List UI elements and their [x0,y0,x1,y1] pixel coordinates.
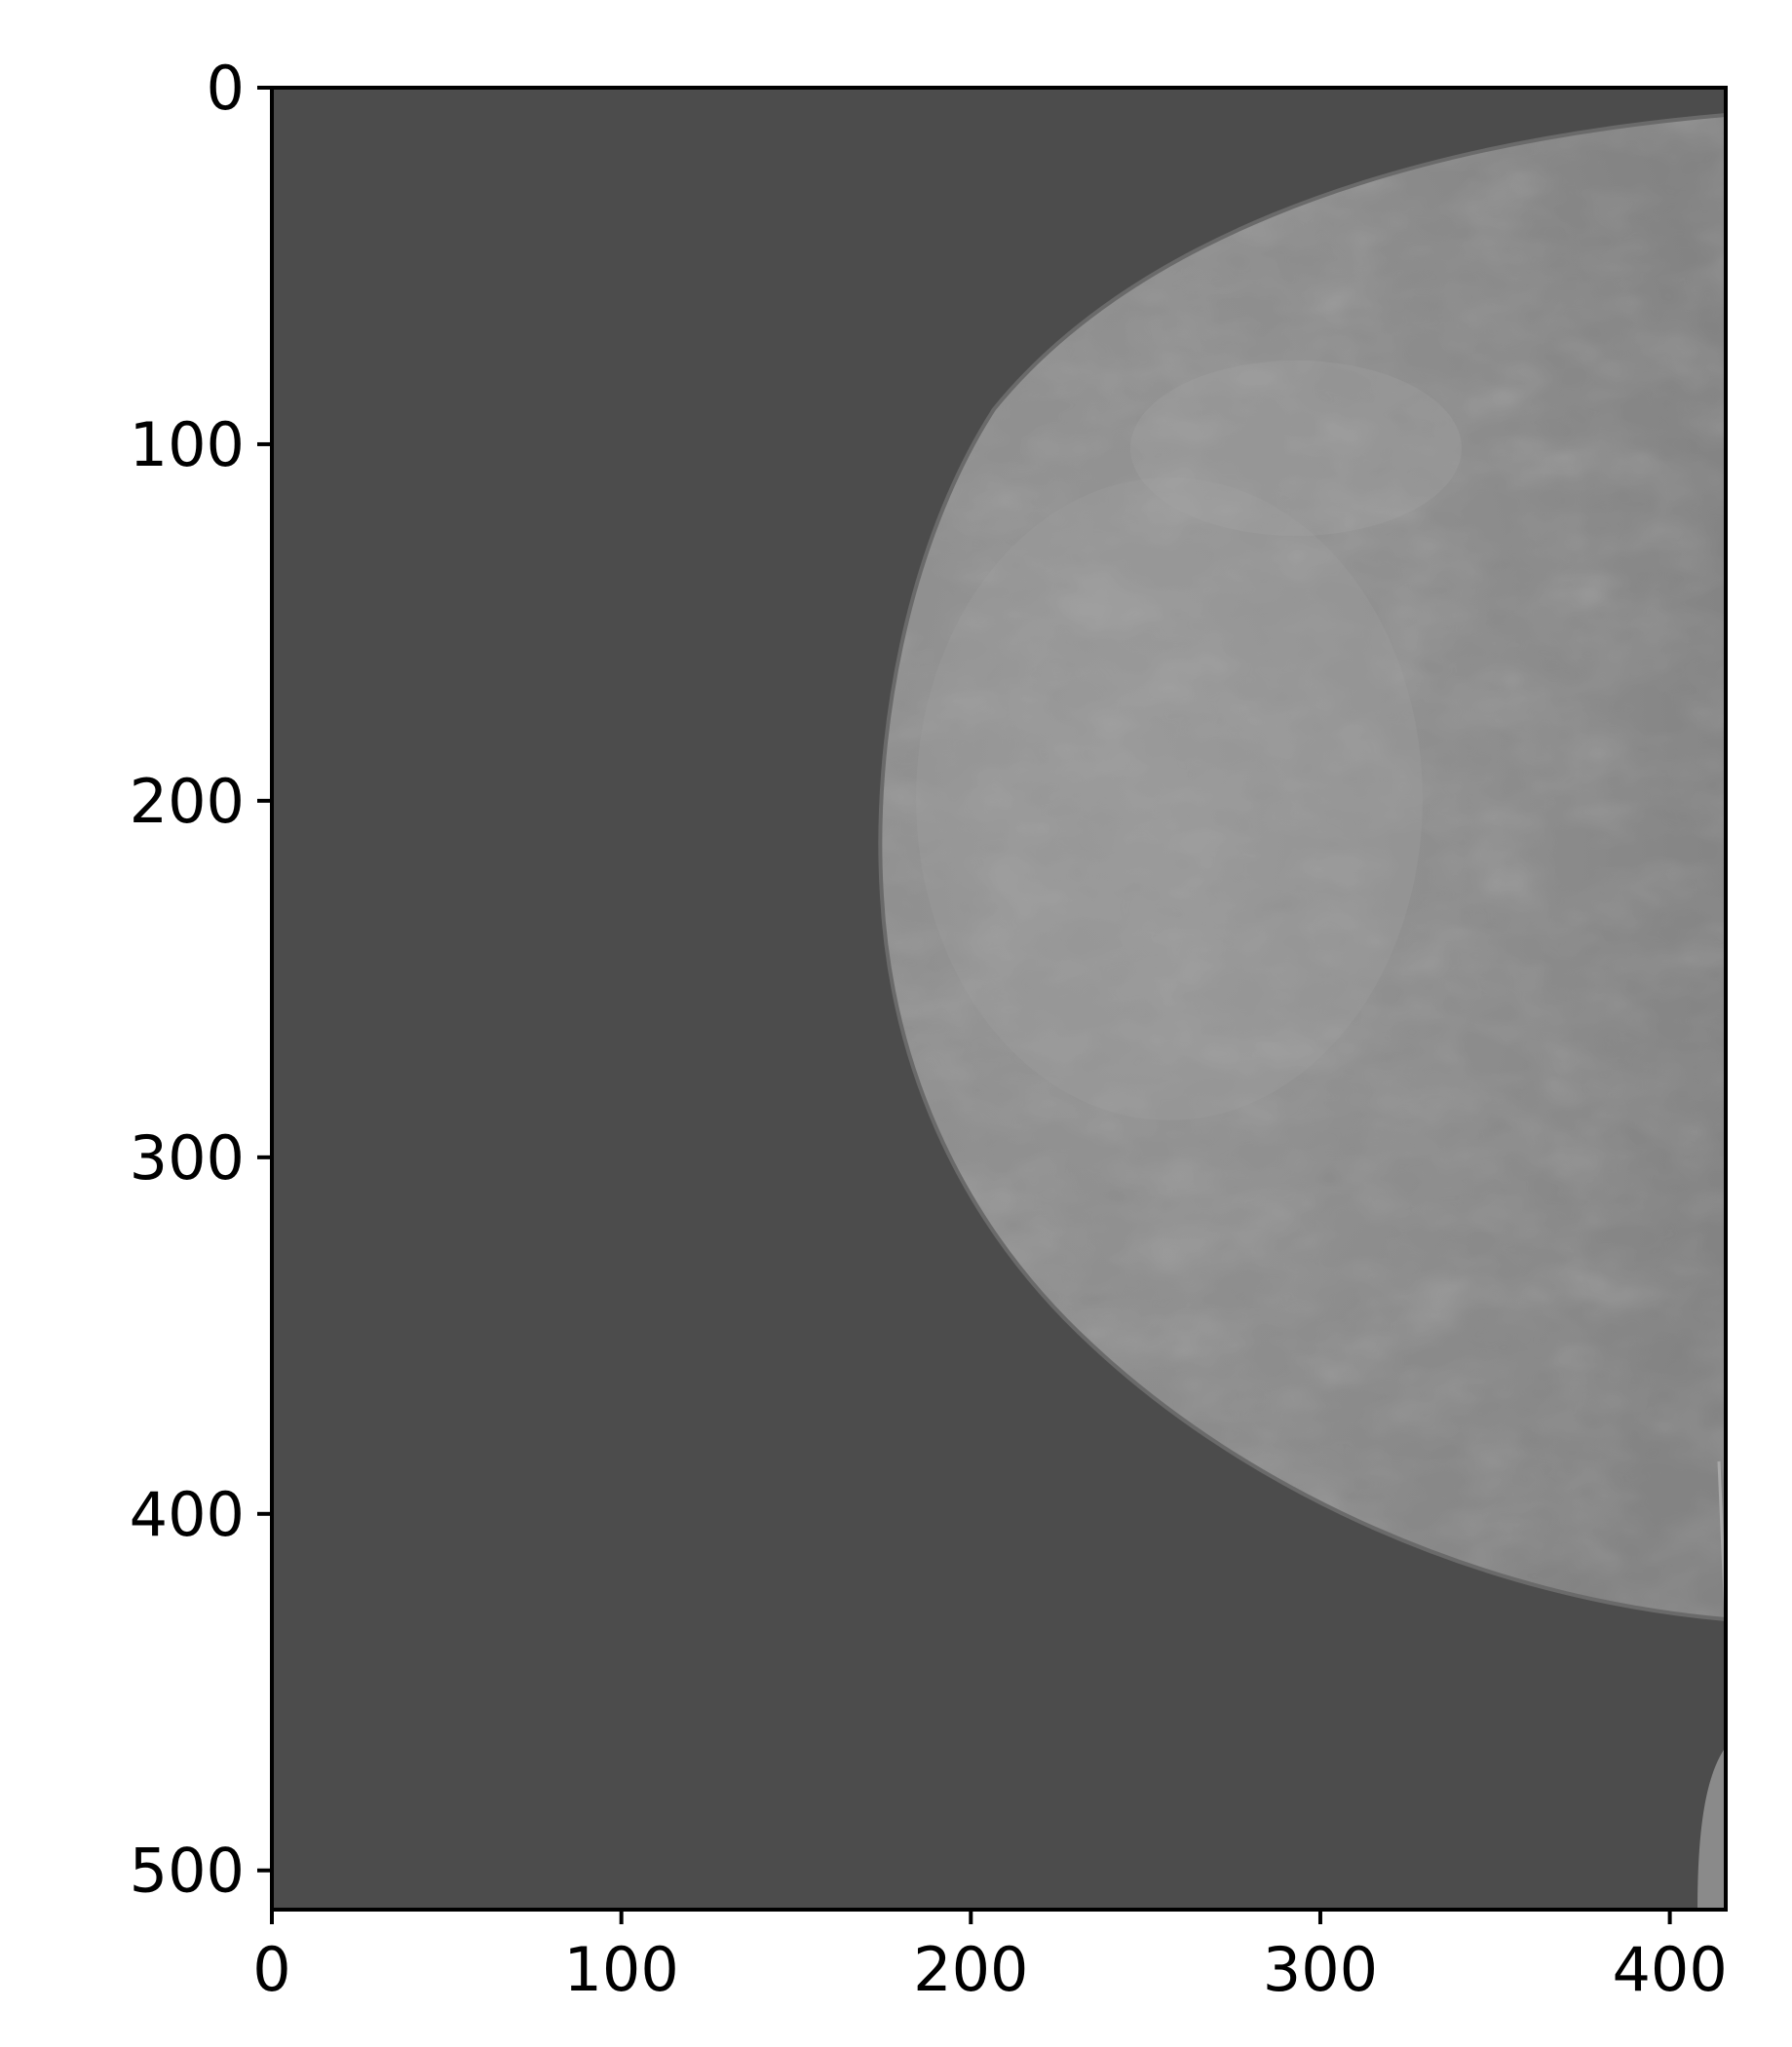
x-tick-label: 0 [252,1934,290,2005]
mammogram-image [272,88,1726,1910]
y-tick-label: 300 [130,1122,245,1194]
x-tick-label: 300 [1263,1934,1378,2005]
lower-right-structure [1697,1747,1726,1910]
x-tick-label: 100 [563,1934,678,2005]
x-tick-label: 400 [1612,1934,1727,2005]
y-axis: 0 100 200 300 400 500 [130,53,272,1907]
skin-line [878,113,1726,1621]
axes-frame [270,86,1728,1912]
y-tick-label: 200 [130,766,245,837]
x-tick-label: 200 [913,1934,1028,2005]
y-tick-label: 100 [130,409,245,480]
x-axis: 0 100 200 300 400 [252,1910,1728,2005]
dense-tissue-region [916,477,1423,1120]
y-tick-label: 0 [207,53,245,124]
dense-tissue-region-upper [1130,360,1462,536]
y-tick-label: 500 [130,1836,245,1907]
breast-tissue-texture [880,115,1726,1619]
y-tick-label: 400 [130,1479,245,1550]
